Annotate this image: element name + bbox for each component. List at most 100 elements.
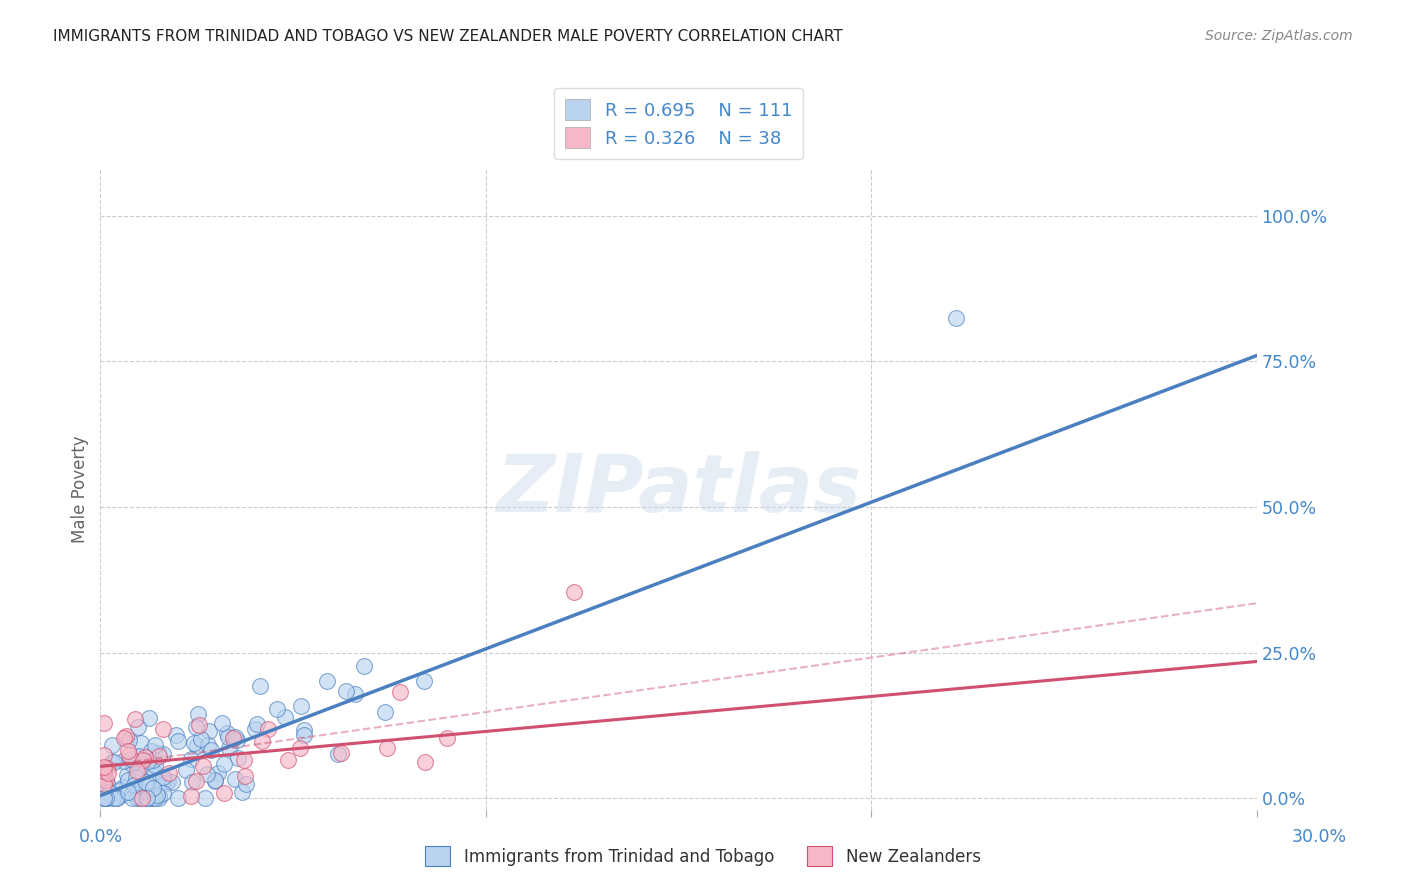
Point [142,781,165,796]
Point [292,723,315,737]
Point [148,791,170,805]
Point [180,752,202,766]
Point [436,731,458,746]
Point [156,774,179,789]
Point [415,756,437,770]
Point [112,754,135,768]
Point [188,718,211,732]
Legend: R = 0.695    N = 111, R = 0.326    N = 38: R = 0.695 N = 111, R = 0.326 N = 38 [554,88,803,159]
Point [233,769,256,783]
Point [204,772,226,787]
Point [335,684,357,698]
Point [103,755,125,769]
Point [343,687,366,701]
Point [257,722,280,736]
Point [233,753,256,767]
Text: 30.0%: 30.0% [1291,828,1347,846]
Point [200,742,222,756]
Point [134,750,156,764]
Point [146,746,169,760]
Point [122,778,145,792]
Point [266,702,288,716]
Point [93,791,115,805]
Point [193,759,215,773]
Point [115,729,138,743]
Point [97,766,120,780]
Legend: Immigrants from Trinidad and Tobago, New Zealanders: Immigrants from Trinidad and Tobago, New… [419,839,987,873]
Point [215,725,238,739]
Point [288,741,311,756]
Text: IMMIGRANTS FROM TRINIDAD AND TOBAGO VS NEW ZEALANDER MALE POVERTY CORRELATION CH: IMMIGRANTS FROM TRINIDAD AND TOBAGO VS N… [53,29,844,44]
Point [187,706,209,721]
Point [353,659,375,673]
Point [326,747,349,761]
Point [135,774,157,789]
Point [180,789,202,804]
Point [135,791,157,805]
Point [250,734,273,748]
Point [93,777,115,791]
Point [214,757,236,772]
Point [101,755,124,769]
Point [93,764,115,779]
Point [115,768,138,782]
Point [145,758,167,772]
Point [117,744,139,758]
Point [226,733,249,747]
Point [128,748,150,763]
Point [162,774,184,789]
Point [198,724,221,739]
Point [94,782,117,797]
Point [413,674,436,689]
Point [207,766,229,780]
Point [152,775,174,789]
Point [148,748,170,763]
Point [112,731,135,745]
Point [235,777,257,791]
Point [166,728,188,742]
Point [135,791,157,805]
Point [138,711,160,725]
Point [139,744,162,758]
Point [316,674,339,689]
Point [180,775,202,789]
Point [218,741,240,756]
Point [131,791,153,805]
Point [224,730,246,744]
Point [197,738,219,752]
Point [217,730,239,744]
Point [142,753,165,767]
Point [375,740,398,755]
Point [101,791,124,805]
Point [945,310,967,325]
Point [143,738,166,752]
Point [211,715,233,730]
Point [108,783,131,797]
Point [111,780,134,794]
Point [120,752,142,766]
Point [564,584,586,599]
Point [110,789,132,803]
Point [127,720,149,734]
Text: Source: ZipAtlas.com: Source: ZipAtlas.com [1205,29,1353,43]
Point [143,791,166,805]
Point [129,736,152,750]
Point [197,767,219,781]
Point [93,791,115,805]
Point [152,747,174,762]
Point [136,784,159,798]
Point [135,789,157,804]
Point [228,751,250,765]
Point [125,770,148,784]
Point [97,785,120,799]
Point [121,791,143,805]
Point [231,784,253,798]
Point [190,731,212,746]
Point [104,791,127,805]
Point [204,774,226,789]
Point [277,753,299,767]
Point [145,789,167,803]
Point [93,772,115,787]
Point [152,786,174,800]
Point [184,720,207,734]
